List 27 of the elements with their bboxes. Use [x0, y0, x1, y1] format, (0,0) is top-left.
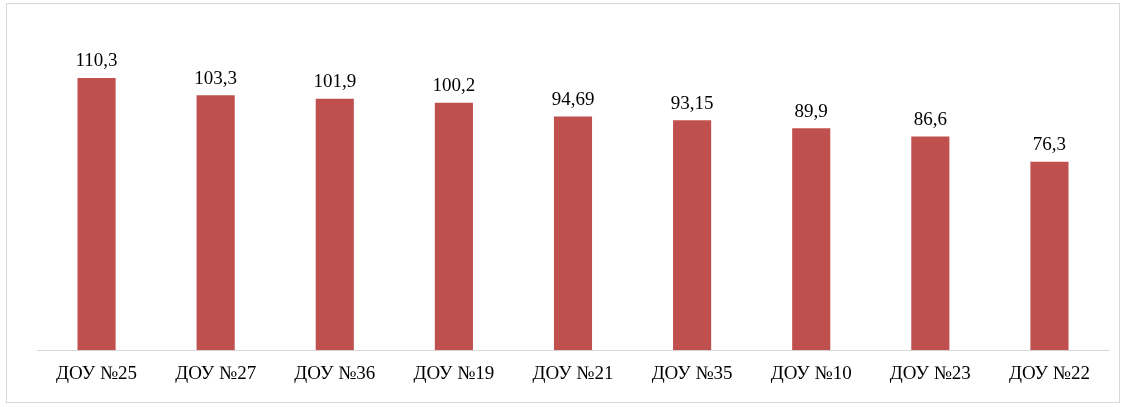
x-tick-label: ДОУ №36	[294, 361, 376, 383]
data-label: 86,6	[913, 107, 947, 129]
bar	[1030, 161, 1069, 351]
data-label: 101,9	[313, 70, 357, 92]
data-label: 89,9	[794, 99, 828, 121]
bar	[673, 120, 712, 351]
bar	[77, 77, 116, 351]
data-label: 103,3	[194, 66, 238, 88]
data-label: 110,3	[75, 49, 118, 71]
data-label: 93,15	[670, 91, 714, 113]
bar	[434, 102, 473, 351]
bar	[911, 136, 950, 351]
x-tick-label: ДОУ №22	[1008, 361, 1090, 383]
x-tick-label: ДОУ №23	[889, 361, 971, 383]
x-tick-label: ДОУ №10	[770, 361, 852, 383]
x-tick-label: ДОУ №19	[413, 361, 495, 383]
x-tick-label: ДОУ №25	[56, 361, 138, 383]
bar	[196, 95, 235, 351]
bar	[553, 116, 593, 351]
data-label: 76,3	[1032, 133, 1067, 155]
data-label: 94,69	[551, 87, 595, 109]
x-tick-label: ДОУ №21	[532, 361, 614, 383]
bar	[792, 128, 831, 351]
x-tick-label: ДОУ №27	[175, 361, 257, 383]
x-tick-label: ДОУ №35	[651, 361, 733, 383]
bar	[315, 98, 354, 351]
data-label: 100,2	[432, 74, 476, 96]
